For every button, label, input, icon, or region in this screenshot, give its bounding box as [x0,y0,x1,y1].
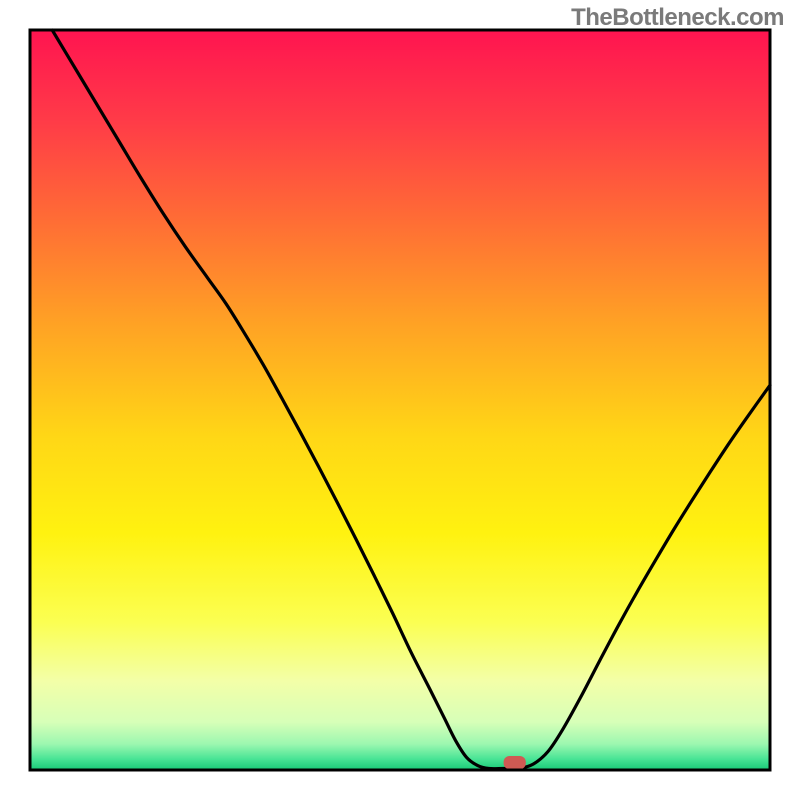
chart-container: TheBottleneck.com [0,0,800,800]
watermark-text: TheBottleneck.com [571,4,784,32]
chart-background [30,30,770,770]
bottleneck-chart [0,0,800,800]
optimal-point-marker [504,756,526,769]
